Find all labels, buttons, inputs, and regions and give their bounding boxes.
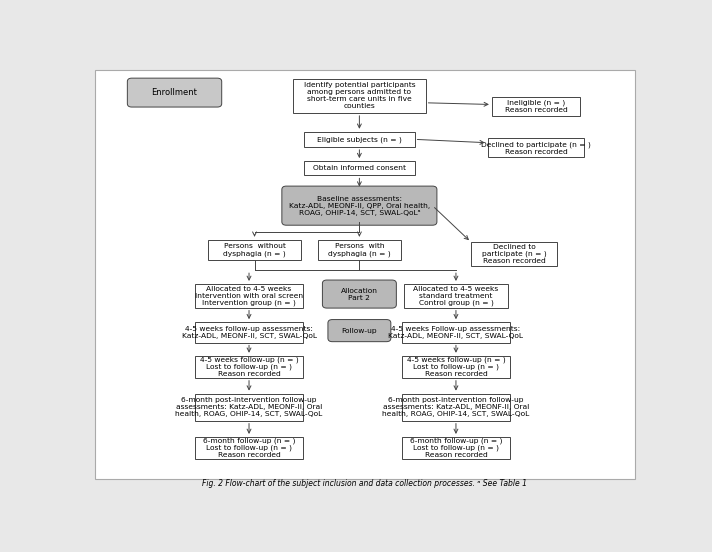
Text: Baseline assessments:
Katz-ADL, MEONF-II, QPP, Oral health,
ROAG, OHIP-14, SCT, : Baseline assessments: Katz-ADL, MEONF-II… — [289, 195, 430, 216]
Text: Allocated to 4-5 weeks
Intervention with oral screen
Intervention group (n = ): Allocated to 4-5 weeks Intervention with… — [195, 285, 303, 306]
Text: 4-5 weeks follow-up (n = )
Lost to follow-up (n = )
Reason recorded: 4-5 weeks follow-up (n = ) Lost to follo… — [407, 356, 506, 377]
FancyBboxPatch shape — [304, 132, 414, 147]
FancyBboxPatch shape — [195, 355, 303, 378]
Text: 6-month post-intervention follow-up
assessments: Katz-ADL, MEONF-II, Oral
health: 6-month post-intervention follow-up asse… — [175, 397, 323, 417]
Text: Obtain informed consent: Obtain informed consent — [313, 165, 406, 171]
FancyBboxPatch shape — [195, 394, 303, 421]
FancyBboxPatch shape — [208, 240, 301, 260]
Text: 6-month post-intervention follow-up
assessments: Katz-ADL, MEONF-II, Oral
health: 6-month post-intervention follow-up asse… — [382, 397, 530, 417]
FancyBboxPatch shape — [404, 284, 508, 307]
FancyBboxPatch shape — [127, 78, 221, 107]
Text: Allocation
Part 2: Allocation Part 2 — [341, 288, 378, 300]
Text: Persons  without
dysphagia (n = ): Persons without dysphagia (n = ) — [223, 243, 286, 257]
FancyBboxPatch shape — [471, 242, 557, 266]
Text: Ineligible (n = )
Reason recorded: Ineligible (n = ) Reason recorded — [505, 100, 567, 113]
Text: 4-5 weeks follow-up (n = )
Lost to follow-up (n = )
Reason recorded: 4-5 weeks follow-up (n = ) Lost to follo… — [199, 356, 298, 377]
FancyBboxPatch shape — [195, 437, 303, 459]
FancyBboxPatch shape — [328, 320, 391, 342]
FancyBboxPatch shape — [318, 240, 401, 260]
Text: Declined to participate (n = )
Reason recorded: Declined to participate (n = ) Reason re… — [481, 141, 591, 155]
FancyBboxPatch shape — [195, 322, 303, 342]
FancyBboxPatch shape — [402, 322, 510, 342]
Text: 4-5 weeks Follow-up assessments:
Katz-ADL, MEONF-II, SCT, SWAL-QoL: 4-5 weeks Follow-up assessments: Katz-AD… — [389, 326, 523, 339]
Text: Follow-up: Follow-up — [342, 328, 377, 333]
Text: 6-month follow-up (n = )
Lost to follow-up (n = )
Reason recorded: 6-month follow-up (n = ) Lost to follow-… — [409, 437, 502, 458]
Text: Eligible subjects (n = ): Eligible subjects (n = ) — [317, 136, 402, 142]
FancyBboxPatch shape — [293, 79, 426, 113]
Text: Persons  with
dysphagia (n = ): Persons with dysphagia (n = ) — [328, 243, 391, 257]
Text: Allocated to 4-5 weeks
standard treatment
Control group (n = ): Allocated to 4-5 weeks standard treatmen… — [414, 285, 498, 306]
FancyBboxPatch shape — [488, 139, 585, 157]
Text: Fig. 2 Flow-chart of the subject inclusion and data collection processes. ᵃ See : Fig. 2 Flow-chart of the subject inclusi… — [202, 479, 528, 488]
Text: Identify potential participants
among persons admitted to
short-term care units : Identify potential participants among pe… — [303, 82, 415, 109]
FancyBboxPatch shape — [402, 394, 510, 421]
Text: Declined to
participate (n = )
Reason recorded: Declined to participate (n = ) Reason re… — [481, 244, 546, 264]
Text: Enrollment: Enrollment — [152, 88, 197, 97]
FancyBboxPatch shape — [282, 186, 437, 225]
Text: 4-5 weeks follow-up assessments:
Katz-ADL, MEONF-II, SCT, SWAL-QoL: 4-5 weeks follow-up assessments: Katz-AD… — [182, 326, 317, 339]
FancyBboxPatch shape — [195, 284, 303, 307]
FancyBboxPatch shape — [402, 355, 510, 378]
FancyBboxPatch shape — [95, 71, 635, 479]
FancyBboxPatch shape — [492, 97, 580, 116]
FancyBboxPatch shape — [304, 161, 414, 176]
Text: 6-month follow-up (n = )
Lost to follow-up (n = )
Reason recorded: 6-month follow-up (n = ) Lost to follow-… — [203, 437, 295, 458]
FancyBboxPatch shape — [323, 280, 397, 308]
FancyBboxPatch shape — [402, 437, 510, 459]
